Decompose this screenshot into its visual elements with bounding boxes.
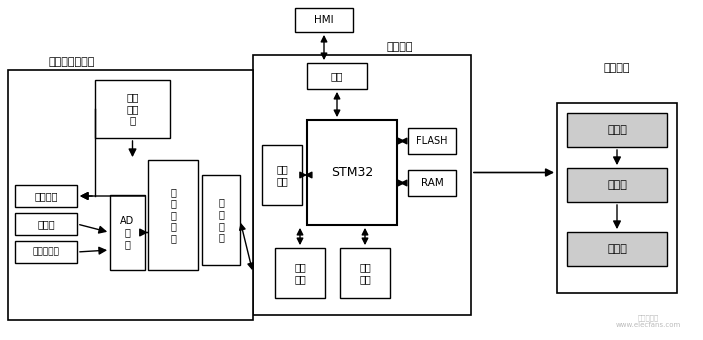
Text: 电源
管理: 电源 管理 — [276, 164, 288, 186]
Text: AD
采
集: AD 采 集 — [120, 216, 135, 249]
Text: 驱动
模块: 驱动 模块 — [359, 262, 371, 284]
Bar — [408, 170, 456, 196]
Text: HMI: HMI — [314, 15, 334, 25]
Text: 控制部分: 控制部分 — [387, 42, 413, 52]
Text: 发声装置: 发声装置 — [34, 191, 58, 201]
Text: 变频部分: 变频部分 — [604, 63, 631, 73]
Bar — [15, 241, 77, 263]
Text: 电子发烧友
www.elecfans.com: 电子发烧友 www.elecfans.com — [615, 314, 681, 328]
Bar — [567, 113, 667, 147]
Bar — [567, 168, 667, 202]
Bar — [8, 70, 253, 320]
Bar — [557, 103, 677, 293]
Bar — [295, 8, 353, 32]
Bar — [307, 63, 367, 89]
Bar — [408, 128, 456, 154]
Bar — [307, 120, 397, 225]
Bar — [15, 185, 77, 207]
Bar — [15, 213, 77, 235]
Bar — [262, 145, 302, 205]
Text: 动液面检测部分: 动液面检测部分 — [49, 57, 95, 67]
Bar — [148, 160, 198, 270]
Text: 电动机: 电动机 — [607, 180, 627, 190]
Text: 接口: 接口 — [330, 71, 343, 81]
Text: STM32: STM32 — [331, 166, 373, 179]
Text: RAM: RAM — [420, 178, 444, 188]
Bar — [110, 195, 145, 270]
Bar — [202, 175, 240, 265]
Text: 抽油机: 抽油机 — [607, 244, 627, 254]
Text: FLASH: FLASH — [416, 136, 448, 146]
Bar — [253, 55, 471, 315]
Text: 充气
控制
柜: 充气 控制 柜 — [127, 92, 138, 125]
Bar — [275, 248, 325, 298]
Bar — [340, 248, 390, 298]
Text: 通
讯
模
块: 通 讯 模 块 — [218, 198, 224, 242]
Bar — [567, 232, 667, 266]
Text: 压力传感器: 压力传感器 — [32, 248, 60, 256]
Text: 通讯
模块: 通讯 模块 — [294, 262, 306, 284]
Text: 检
测
仪
电
路: 检 测 仪 电 路 — [170, 187, 176, 243]
Text: 微音器: 微音器 — [37, 219, 55, 229]
Bar — [95, 80, 170, 138]
Text: 变频器: 变频器 — [607, 125, 627, 135]
